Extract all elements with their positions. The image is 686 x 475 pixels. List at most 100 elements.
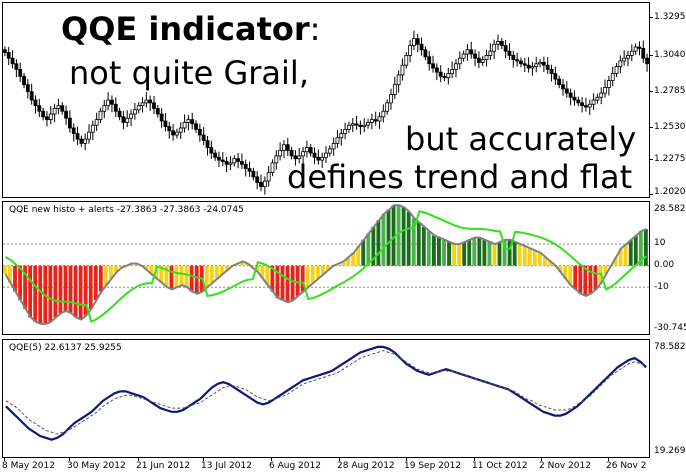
candle-body [526, 64, 531, 69]
qqe-main-line [5, 345, 647, 441]
histo-bar [68, 265, 73, 314]
histo-bar [3, 265, 7, 275]
candle-body [278, 149, 283, 157]
candle-body [354, 123, 359, 126]
histo-bar [144, 265, 149, 270]
histo-bar [522, 246, 527, 266]
candle-body [71, 127, 76, 134]
candle-body [438, 71, 443, 77]
histo-bar [28, 265, 33, 318]
histo-bar [149, 265, 154, 275]
histo-bar [462, 241, 467, 266]
date-label: 6 Aug 2012 [269, 461, 321, 471]
histo-bar [537, 252, 542, 266]
candle-body [41, 110, 46, 118]
histo-bar [613, 257, 618, 266]
histo-bar [512, 241, 517, 266]
candle-body [113, 103, 118, 112]
histo-bar [421, 226, 426, 266]
price-axis-label: 1.2020 [654, 187, 686, 197]
qqe-chart[interactable] [3, 340, 649, 457]
candle-body [316, 156, 321, 161]
histo-axis-label: -10 [654, 282, 669, 292]
candle-body [45, 116, 49, 121]
candle-body [473, 53, 477, 59]
histo-bar [558, 265, 563, 273]
candle-body [304, 147, 309, 153]
histo-bar [209, 265, 214, 283]
candle-body [519, 60, 523, 65]
candle-body [572, 96, 577, 101]
histo-bar [38, 265, 43, 324]
price-axis-label: 1.3040 [654, 50, 686, 60]
qqe-title: QQE(5) 22.6137 25.9255 [9, 343, 122, 353]
caption-colon: : [309, 10, 321, 48]
date-label: 21 Jun 2012 [136, 461, 191, 471]
histo-bar [245, 263, 250, 266]
caption-line4: defines trend and flat [287, 158, 633, 196]
histo-bar [8, 265, 12, 283]
caption-title-row: QQE indicator: [61, 11, 320, 47]
candle-body [67, 117, 72, 129]
candle-body [392, 84, 397, 95]
price-chart[interactable] [3, 3, 649, 197]
histo-axis-label: 10 [654, 238, 666, 248]
histo-bar [391, 205, 396, 266]
histo-bar [255, 265, 260, 273]
histo-bar [502, 239, 507, 266]
histo-bar [285, 265, 290, 303]
histo-bar [214, 265, 219, 279]
candle-body [10, 57, 15, 65]
candle-body [178, 127, 183, 133]
histo-bar [341, 261, 345, 266]
date-tick [203, 458, 204, 461]
histo-panel[interactable]: QQE new histo + alerts -27.3863 -27.3863… [2, 201, 650, 335]
date-label: 26 Nov 2 [606, 461, 647, 471]
histo-bar [492, 244, 497, 266]
candle-body [373, 119, 378, 122]
histo-axis-label: -30.7450 [654, 323, 686, 333]
date-tick [474, 458, 475, 461]
histo-bar [467, 239, 472, 266]
qqe-panel[interactable]: QQE(5) 22.6137 25.9255 [2, 339, 650, 458]
price-panel[interactable]: QQE indicator: not quite Grail, but accu… [2, 2, 650, 198]
candle-body [106, 99, 111, 107]
histo-bar [159, 265, 164, 283]
candle-body [606, 80, 611, 88]
histo-bar [527, 248, 532, 266]
histo-bar [108, 265, 113, 279]
candle-body [385, 102, 390, 112]
histo-bar [517, 244, 522, 266]
candle-body [377, 116, 382, 122]
histo-bar [240, 261, 245, 266]
candle-body [446, 73, 451, 79]
candle-body [159, 113, 164, 122]
candle-body [262, 180, 267, 188]
candle-body [629, 50, 634, 56]
candle-body [339, 133, 344, 139]
histo-bar [164, 265, 169, 288]
candle-body [144, 99, 149, 104]
candle-body [637, 46, 642, 49]
candle-body [247, 168, 252, 172]
histo-chart[interactable] [3, 202, 649, 334]
histo-bar [497, 241, 502, 266]
candle-body [259, 182, 263, 188]
candle-body [152, 102, 156, 109]
candle-body [125, 117, 130, 123]
candle-body [461, 53, 466, 59]
histo-bar [53, 265, 58, 318]
candle-body [205, 140, 210, 148]
candle-body [534, 63, 539, 67]
candle-body [232, 158, 237, 164]
histo-axis-label: 0.00 [654, 260, 675, 270]
candle-body [454, 63, 458, 70]
candle-body [469, 49, 474, 55]
candle-body [194, 123, 198, 130]
histo-bar [452, 244, 457, 266]
histo-axis-label: 28.5828 [654, 204, 686, 214]
candle-body [48, 113, 53, 121]
histo-bar [189, 265, 194, 292]
candle-body [587, 103, 592, 108]
histo-bar [472, 237, 477, 266]
